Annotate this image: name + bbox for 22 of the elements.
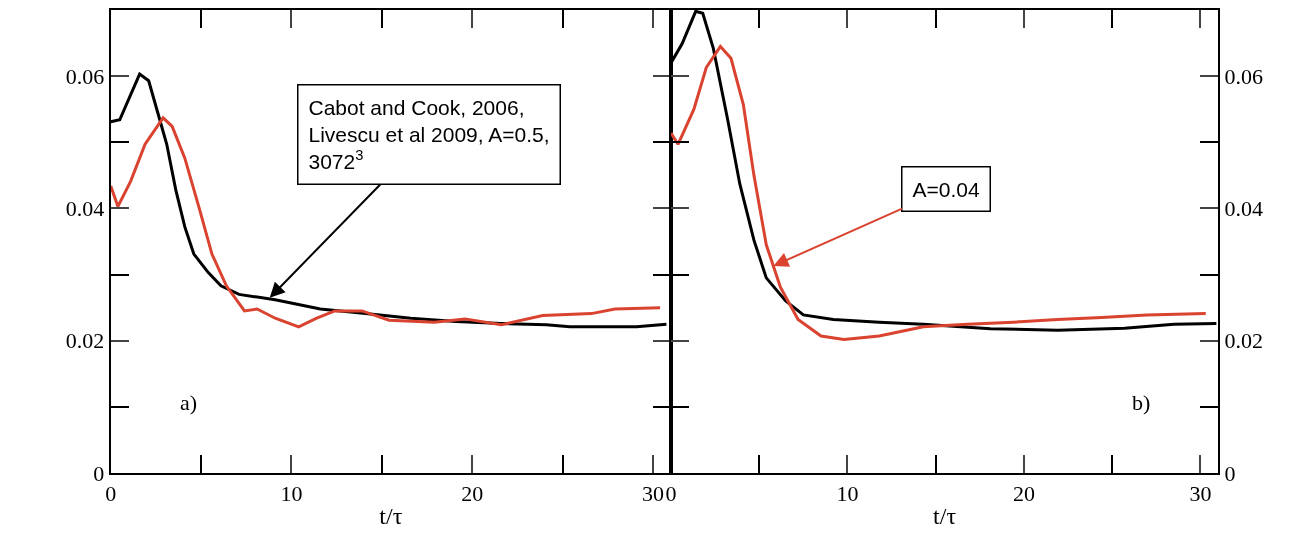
annotation: b) [1132,390,1151,415]
x-tick-label: 20 [1012,481,1035,507]
y-tick-label: 0.06 [65,63,105,89]
annotation: A=0.04 [912,177,980,201]
y-tick-label: 0 [1224,460,1236,486]
x-tick-label: 10 [280,481,303,507]
annotation: a) [180,390,198,415]
y-tick-label: 0.04 [65,196,105,222]
x-axis-title: t/τ [933,503,957,530]
y-tick-label: 0.02 [1224,328,1264,354]
x-axis-title: t/τ [379,503,403,530]
x-tick-label: 0 [665,481,677,507]
y-tick-label: 0.04 [1224,196,1264,222]
x-tick-label: 30 [641,481,664,507]
x-tick-label: 30 [1189,481,1212,507]
x-tick-label: 20 [461,481,484,507]
line-series [110,116,662,329]
y-tick-label: 0 [93,460,105,486]
y-tick-label: 0.02 [65,328,105,354]
y-tick-label: 0.06 [1224,63,1264,89]
annotation: Cabot and Cook, 2006, Livescu et al 2009, A=0.5, 3072$^{3}$ [308,95,550,174]
x-tick-label: 10 [836,481,859,507]
